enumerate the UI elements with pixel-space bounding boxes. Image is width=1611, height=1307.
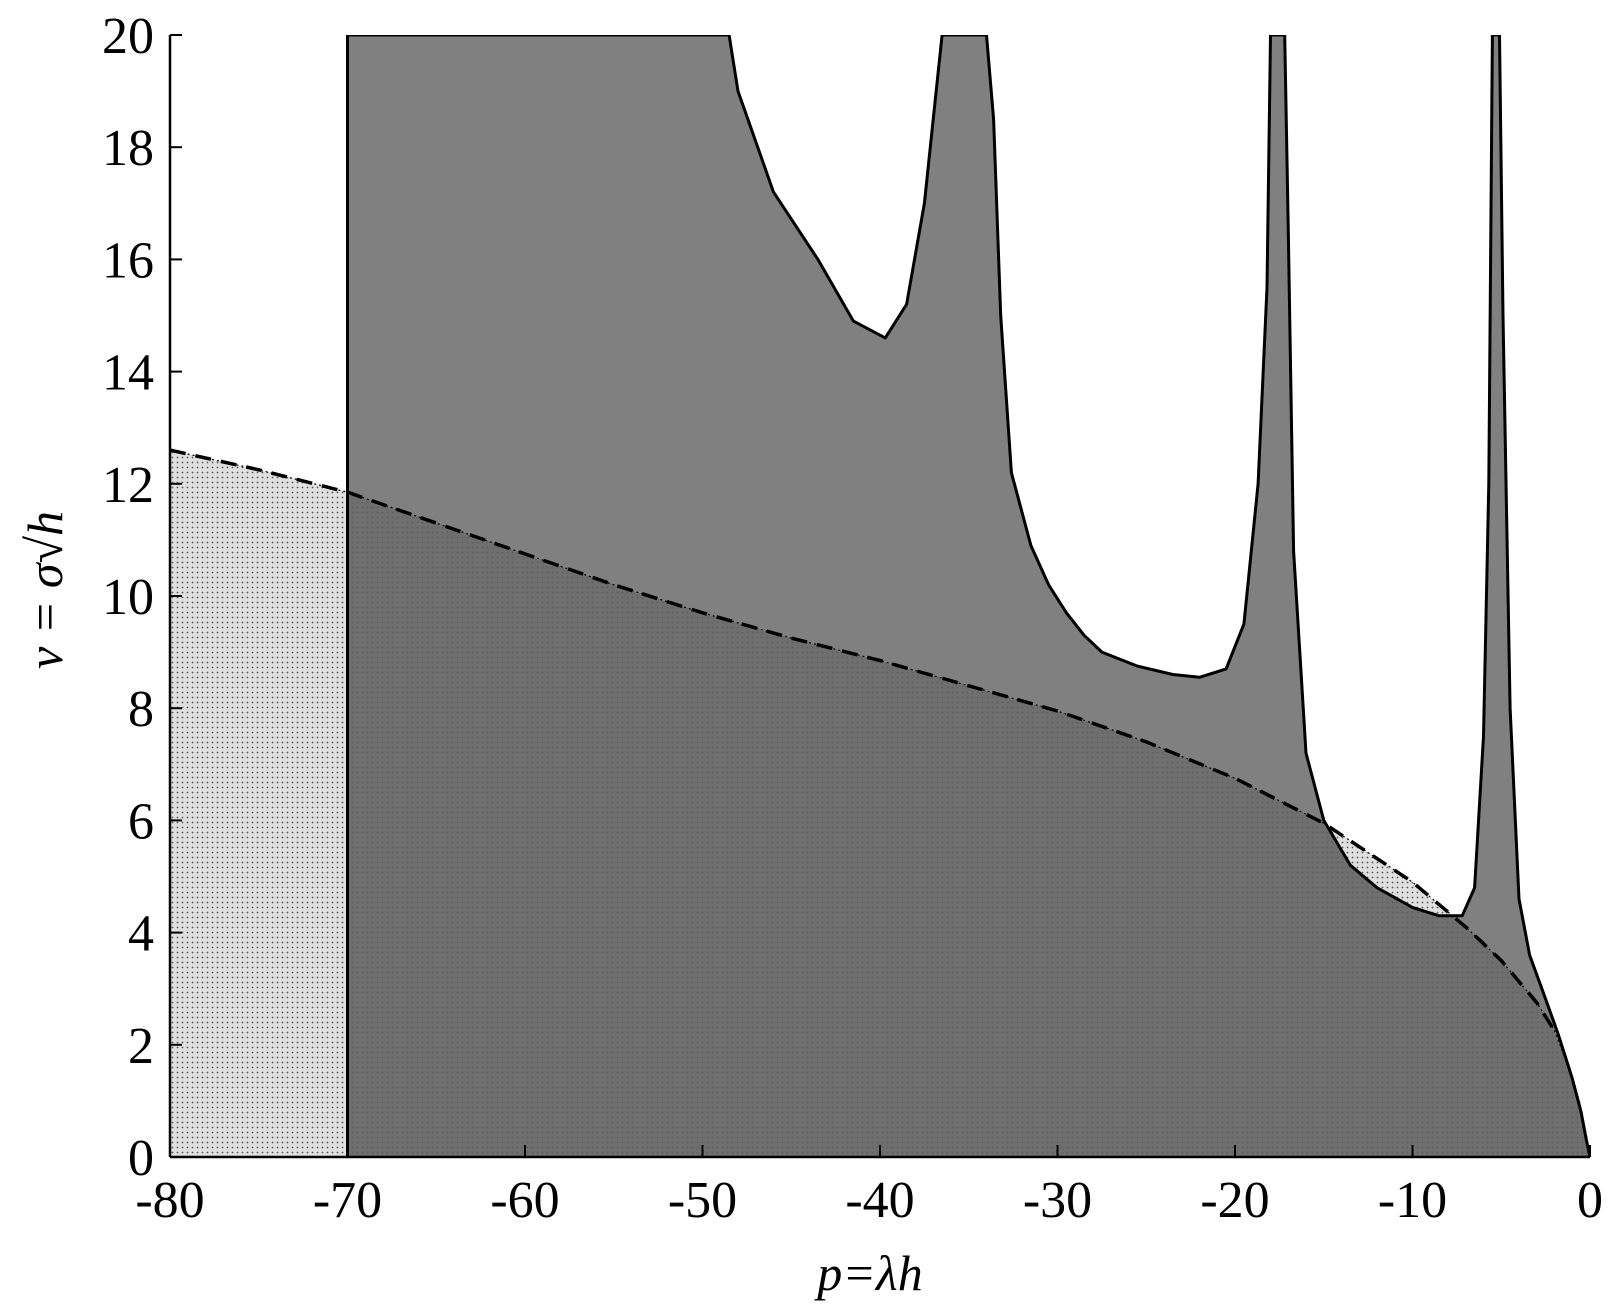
x-tick-label: -30: [1023, 1172, 1092, 1229]
dotted-boundary-line: [170, 449, 1590, 1157]
y-tick-label: 0: [128, 1130, 154, 1187]
y-tick-label: 10: [102, 569, 154, 626]
x-tick-label: -10: [1378, 1172, 1447, 1229]
x-tick-label: 0: [1577, 1172, 1603, 1229]
y-tick-label: 20: [102, 8, 154, 65]
x-tick-label: -70: [313, 1172, 382, 1229]
y-tick-label: 6: [128, 793, 154, 850]
x-tick-label: -50: [668, 1172, 737, 1229]
y-tick-label: 14: [102, 345, 154, 402]
x-axis-label: p=λh: [814, 1245, 922, 1301]
y-tick-label: 2: [128, 1018, 154, 1075]
x-tick-label: -60: [490, 1172, 559, 1229]
overlap-region-pattern: [347, 450, 1590, 1157]
y-tick-label: 16: [102, 232, 154, 289]
x-tick-label: -80: [135, 1172, 204, 1229]
y-tick-label: 4: [128, 906, 154, 963]
y-tick-label: 12: [102, 457, 154, 514]
y-tick-label: 8: [128, 681, 154, 738]
stability-boundary-line: [346, 35, 1590, 1157]
y-axis-label: ν = σ√h: [17, 511, 73, 669]
x-tick-label: -40: [845, 1172, 914, 1229]
x-tick-label: -20: [1200, 1172, 1269, 1229]
y-tick-label: 18: [102, 120, 154, 177]
